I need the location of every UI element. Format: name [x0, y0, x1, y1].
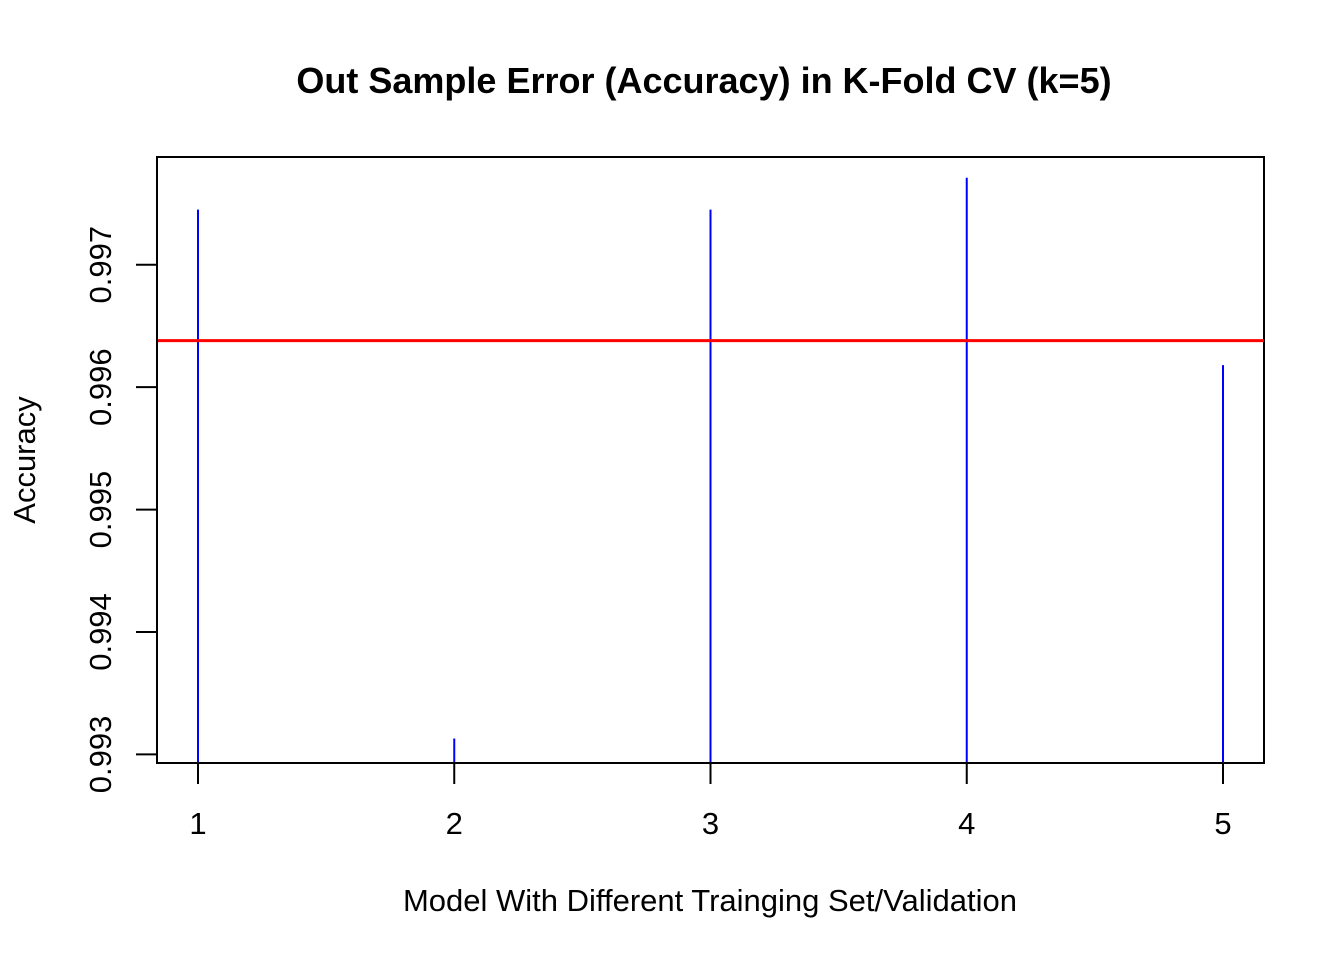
x-tick-label-2: 2	[446, 806, 463, 841]
x-axis: 1 2 3 4 5	[189, 762, 1232, 841]
x-tick-label-3: 3	[702, 806, 719, 841]
y-tick-label-0.994: 0.994	[83, 593, 118, 671]
x-axis-label: Model With Different Trainging Set/Valid…	[403, 883, 1017, 918]
x-tick-label-1: 1	[189, 806, 206, 841]
x-tick-label-4: 4	[958, 806, 975, 841]
chart-title: Out Sample Error (Accuracy) in K-Fold CV…	[296, 60, 1111, 101]
bars-layer	[197, 177, 1224, 763]
y-tick-label-0.995: 0.995	[83, 471, 118, 549]
y-axis-label: Accuracy	[7, 396, 42, 524]
y-axis: 0.993 0.994 0.995 0.996 0.997	[83, 226, 158, 794]
x-tick-label-5: 5	[1214, 806, 1231, 841]
y-tick-label-0.993: 0.993	[83, 716, 118, 794]
y-tick-label-0.997: 0.997	[83, 226, 118, 304]
y-tick-label-0.996: 0.996	[83, 348, 118, 426]
